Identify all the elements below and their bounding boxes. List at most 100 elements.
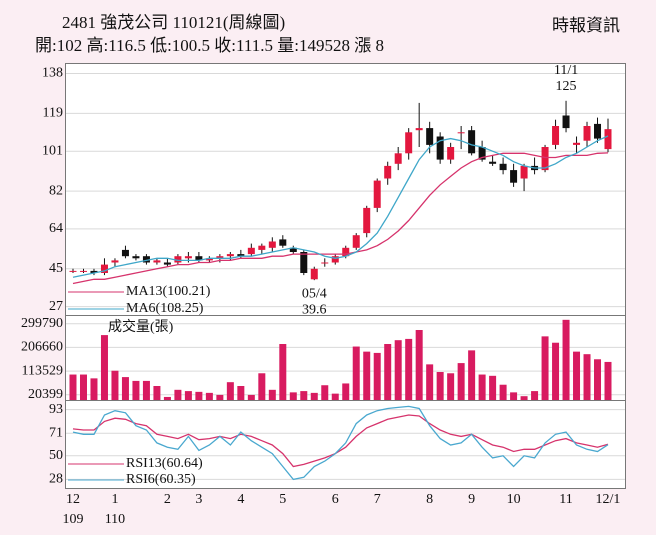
x-year-label: 109 <box>63 512 84 527</box>
candle-body <box>352 235 360 248</box>
y-tick-label: 20399 <box>28 387 63 402</box>
volume-bar <box>363 351 371 400</box>
y-tick-label: 101 <box>42 143 63 158</box>
candle-body <box>457 132 465 134</box>
series-line <box>72 135 609 278</box>
volume-bar <box>604 361 612 400</box>
volume-bar <box>163 396 171 400</box>
x-tick-label: 9 <box>468 492 475 507</box>
candle-body <box>153 260 161 263</box>
y-tick-label: 64 <box>49 221 63 236</box>
volume-bar <box>373 352 381 400</box>
volume-bar <box>352 346 360 400</box>
candle-body <box>583 126 591 141</box>
x-tick-label: 6 <box>332 492 339 507</box>
x-tick-label: 2 <box>164 492 171 507</box>
source: 時報資訊 <box>552 16 620 35</box>
y-tick-label: 138 <box>42 66 63 81</box>
legend-label: MA13(100.21) <box>126 284 211 299</box>
volume-bar <box>541 336 549 400</box>
legend-label: MA6(108.25) <box>126 301 204 316</box>
candle-body <box>90 270 98 273</box>
candle-body <box>373 180 381 208</box>
candle-body <box>69 270 77 272</box>
series-line <box>72 414 609 468</box>
volume-bar <box>321 385 329 400</box>
volume-bar <box>153 386 161 400</box>
candle-body <box>237 254 245 257</box>
volume-bar <box>69 374 77 400</box>
volume-bar <box>90 378 98 400</box>
volume-bar <box>79 374 87 400</box>
annotation-label: 05/4 <box>302 286 327 301</box>
quote: 開:102 高:116.5 低:100.5 收:111.5 量:149528 漲… <box>35 36 384 55</box>
candle-body <box>100 264 108 273</box>
x-tick-label: 8 <box>426 492 433 507</box>
candle-body <box>121 249 129 257</box>
candle-body <box>541 147 549 171</box>
volume-bar <box>447 373 455 400</box>
candle-body <box>405 132 413 154</box>
candle-body <box>468 130 476 154</box>
candle-body <box>163 262 171 265</box>
candle-body <box>573 142 581 145</box>
candle-body <box>268 241 276 248</box>
volume-bar <box>562 319 570 400</box>
volume-bar <box>520 396 528 400</box>
y-tick-label: 119 <box>43 106 63 121</box>
candle-body <box>184 256 192 259</box>
candle-body <box>520 165 528 179</box>
volume-bar <box>573 351 581 400</box>
candle-body <box>426 128 434 145</box>
y-tick-label: 71 <box>49 425 63 440</box>
volume-bar <box>111 370 119 400</box>
candle-body <box>384 165 392 179</box>
volume-bar <box>468 350 476 400</box>
y-tick-label: 28 <box>49 472 63 487</box>
volume-bar <box>531 391 539 400</box>
volume-bar <box>478 374 486 400</box>
volume-bar <box>594 359 602 400</box>
candle-body <box>258 245 266 250</box>
candle-body <box>510 170 518 183</box>
volume-bar <box>415 330 423 400</box>
x-tick-label: 4 <box>237 492 244 507</box>
volume-bar <box>394 340 402 400</box>
volume-bar <box>279 344 287 400</box>
candle-body <box>478 147 486 160</box>
volume-bar <box>184 391 192 400</box>
x-tick-label: 1 <box>111 492 118 507</box>
volume-bar <box>384 344 392 400</box>
y-tick-label: 206660 <box>21 340 63 355</box>
x-year-label: 110 <box>105 512 125 527</box>
volume-bar <box>100 335 108 400</box>
stock-title: 2481 強茂公司 110121(周線圖) <box>62 13 285 32</box>
y-tick-label: 50 <box>49 448 63 463</box>
volume-bar <box>121 377 129 400</box>
volume-bar <box>174 389 182 400</box>
y-tick-label: 299790 <box>21 316 63 331</box>
volume-bar <box>216 394 224 400</box>
volume-bar <box>426 364 434 400</box>
x-tick-label: 7 <box>374 492 381 507</box>
volume-bar <box>331 393 339 400</box>
candle-body <box>552 126 560 145</box>
volume-bar <box>510 392 518 400</box>
candle-body <box>321 262 329 264</box>
candle-body <box>394 153 402 164</box>
candle-body <box>195 256 203 261</box>
x-tick-label: 12/1 <box>596 492 621 507</box>
candle-body <box>174 256 182 263</box>
candle-body <box>79 270 87 272</box>
series-line <box>72 152 609 285</box>
candle-body <box>300 252 308 273</box>
volume-bar <box>247 394 255 400</box>
volume-bar <box>499 384 507 400</box>
candle-body <box>331 256 339 263</box>
y-tick-label: 113529 <box>22 363 63 378</box>
volume-bar <box>268 389 276 400</box>
volume-bar <box>205 392 213 400</box>
x-tick-label: 12 <box>66 492 80 507</box>
volume-bar <box>342 383 350 400</box>
